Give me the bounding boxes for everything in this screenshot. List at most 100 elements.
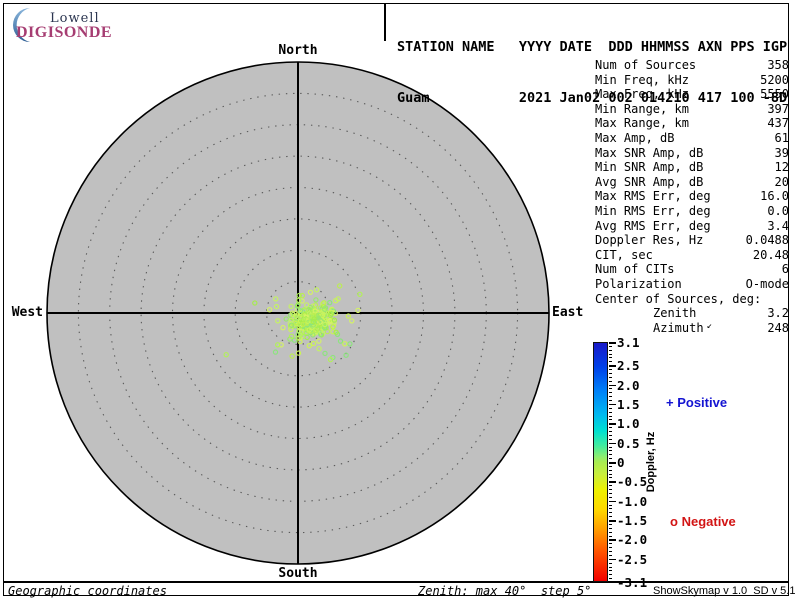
stat-row: Max Amp, dB 61 — [595, 131, 789, 146]
colorbar-axis-label: Doppler, Hz — [645, 431, 657, 493]
colorbar-minor-tick — [609, 512, 612, 514]
colorbar-minor-tick — [609, 450, 612, 452]
colorbar-minor-tick — [609, 543, 612, 545]
colorbar-minor-tick — [609, 531, 612, 533]
colorbar-major-tick — [609, 403, 616, 406]
colorbar-major-tick — [609, 462, 616, 464]
source-point — [322, 350, 328, 357]
source-point — [335, 296, 341, 302]
stat-value: 437 — [767, 116, 789, 131]
source-point — [288, 317, 294, 323]
doppler-colorbar — [593, 342, 608, 582]
colorbar-minor-tick — [609, 566, 612, 568]
source-point — [299, 292, 306, 299]
colorbar-minor-tick — [609, 361, 612, 363]
source-point — [307, 304, 313, 311]
stat-value: 39 — [774, 145, 789, 160]
stat-value: O-mode — [745, 276, 789, 291]
source-point — [303, 329, 309, 336]
colorbar-minor-tick — [609, 419, 612, 421]
source-point — [314, 319, 320, 326]
colorbar-minor-tick — [609, 508, 612, 510]
stat-value: 6 — [781, 262, 789, 277]
source-point — [313, 327, 319, 334]
footer-separator — [3, 581, 789, 583]
crescent-icon — [13, 8, 30, 42]
colorbar-minor-tick — [609, 465, 612, 467]
stat-label: Num of CITs — [595, 262, 675, 277]
colorbar-tick-label: -1.0 — [617, 493, 648, 509]
source-point — [311, 316, 317, 322]
station-header-row: STATION NAME YYYY DATE DDD HHMMSS AXN PP… — [397, 39, 788, 55]
source-point — [333, 329, 339, 335]
stat-value: 20.48 — [752, 247, 789, 262]
source-point — [322, 325, 328, 331]
stat-value: 0.0488 — [745, 233, 789, 248]
source-point — [288, 322, 295, 328]
colorbar-major-tick — [609, 423, 616, 425]
stat-label: Avg SNR Amp, dB — [595, 174, 704, 189]
source-point — [291, 337, 298, 343]
source-point — [337, 283, 343, 289]
colorbar-major-tick — [609, 342, 616, 344]
stat-row: Azimuth ↙ 248 — [595, 321, 789, 336]
stat-row: Min Range, km 397 — [595, 102, 789, 117]
colorbar-minor-tick — [609, 570, 612, 572]
source-point — [296, 292, 302, 299]
colorbar-tick-label: 2.0 — [617, 377, 640, 393]
stat-label: Max SNR Amp, dB — [595, 145, 704, 160]
stat-label: Min Range, km — [595, 101, 689, 116]
stat-label: Doppler Res, Hz — [595, 233, 704, 248]
source-point — [337, 338, 344, 344]
source-point — [280, 325, 286, 331]
logo-digisonde-text: DIGISONDE — [16, 24, 113, 41]
stat-value: 61 — [774, 130, 789, 145]
source-point — [355, 307, 361, 314]
source-point — [347, 341, 353, 347]
colorbar-major-tick — [609, 442, 616, 445]
colorbar-minor-tick — [609, 554, 612, 556]
colorbar-minor-tick — [609, 388, 612, 390]
colorbar-tick-label: 1.0 — [617, 416, 640, 432]
stat-label: Polarization — [595, 276, 682, 291]
source-point — [288, 333, 295, 339]
colorbar-tick-label: 3.1 — [617, 335, 640, 350]
colorbar-tick-label: 0 — [617, 455, 625, 470]
source-points — [223, 283, 363, 363]
stat-row: Center of Sources, deg: — [595, 292, 789, 307]
source-point — [306, 327, 312, 333]
colorbar-minor-tick — [609, 489, 612, 491]
stat-row: Max SNR Amp, dB 39 — [595, 146, 789, 161]
source-point — [223, 352, 229, 358]
source-point — [331, 317, 338, 323]
colorbar-minor-tick — [609, 504, 612, 506]
stat-label: Zenith — [653, 306, 697, 321]
source-point — [293, 320, 299, 326]
colorbar-minor-tick — [609, 376, 612, 378]
stat-value: 12 — [774, 160, 789, 175]
colorbar-minor-tick — [609, 485, 612, 487]
source-point — [327, 356, 334, 363]
stat-label: Max Amp, dB — [595, 130, 675, 145]
colorbar-minor-tick — [609, 574, 612, 576]
stat-row: Polarization O-mode — [595, 277, 789, 292]
source-point — [307, 289, 314, 295]
colorbar-minor-tick — [609, 535, 612, 537]
source-point — [300, 321, 307, 327]
source-point — [308, 313, 315, 319]
stat-row: CIT, sec 20.48 — [595, 248, 789, 263]
colorbar-major-tick — [609, 500, 616, 503]
stat-value: 0.0 — [767, 203, 789, 218]
source-point — [275, 318, 281, 324]
colorbar-minor-tick — [609, 516, 612, 518]
colorbar-major-tick — [609, 365, 616, 367]
colorbar-minor-tick — [609, 369, 612, 371]
compass-east-label: East — [552, 305, 584, 320]
source-point — [322, 306, 328, 312]
source-point — [293, 313, 299, 319]
logo-lowell-text: Lowell — [50, 11, 100, 26]
source-point — [312, 308, 318, 314]
colorbar-minor-tick — [609, 372, 612, 374]
open-circle-icon: o — [670, 514, 678, 529]
source-point — [296, 297, 302, 303]
